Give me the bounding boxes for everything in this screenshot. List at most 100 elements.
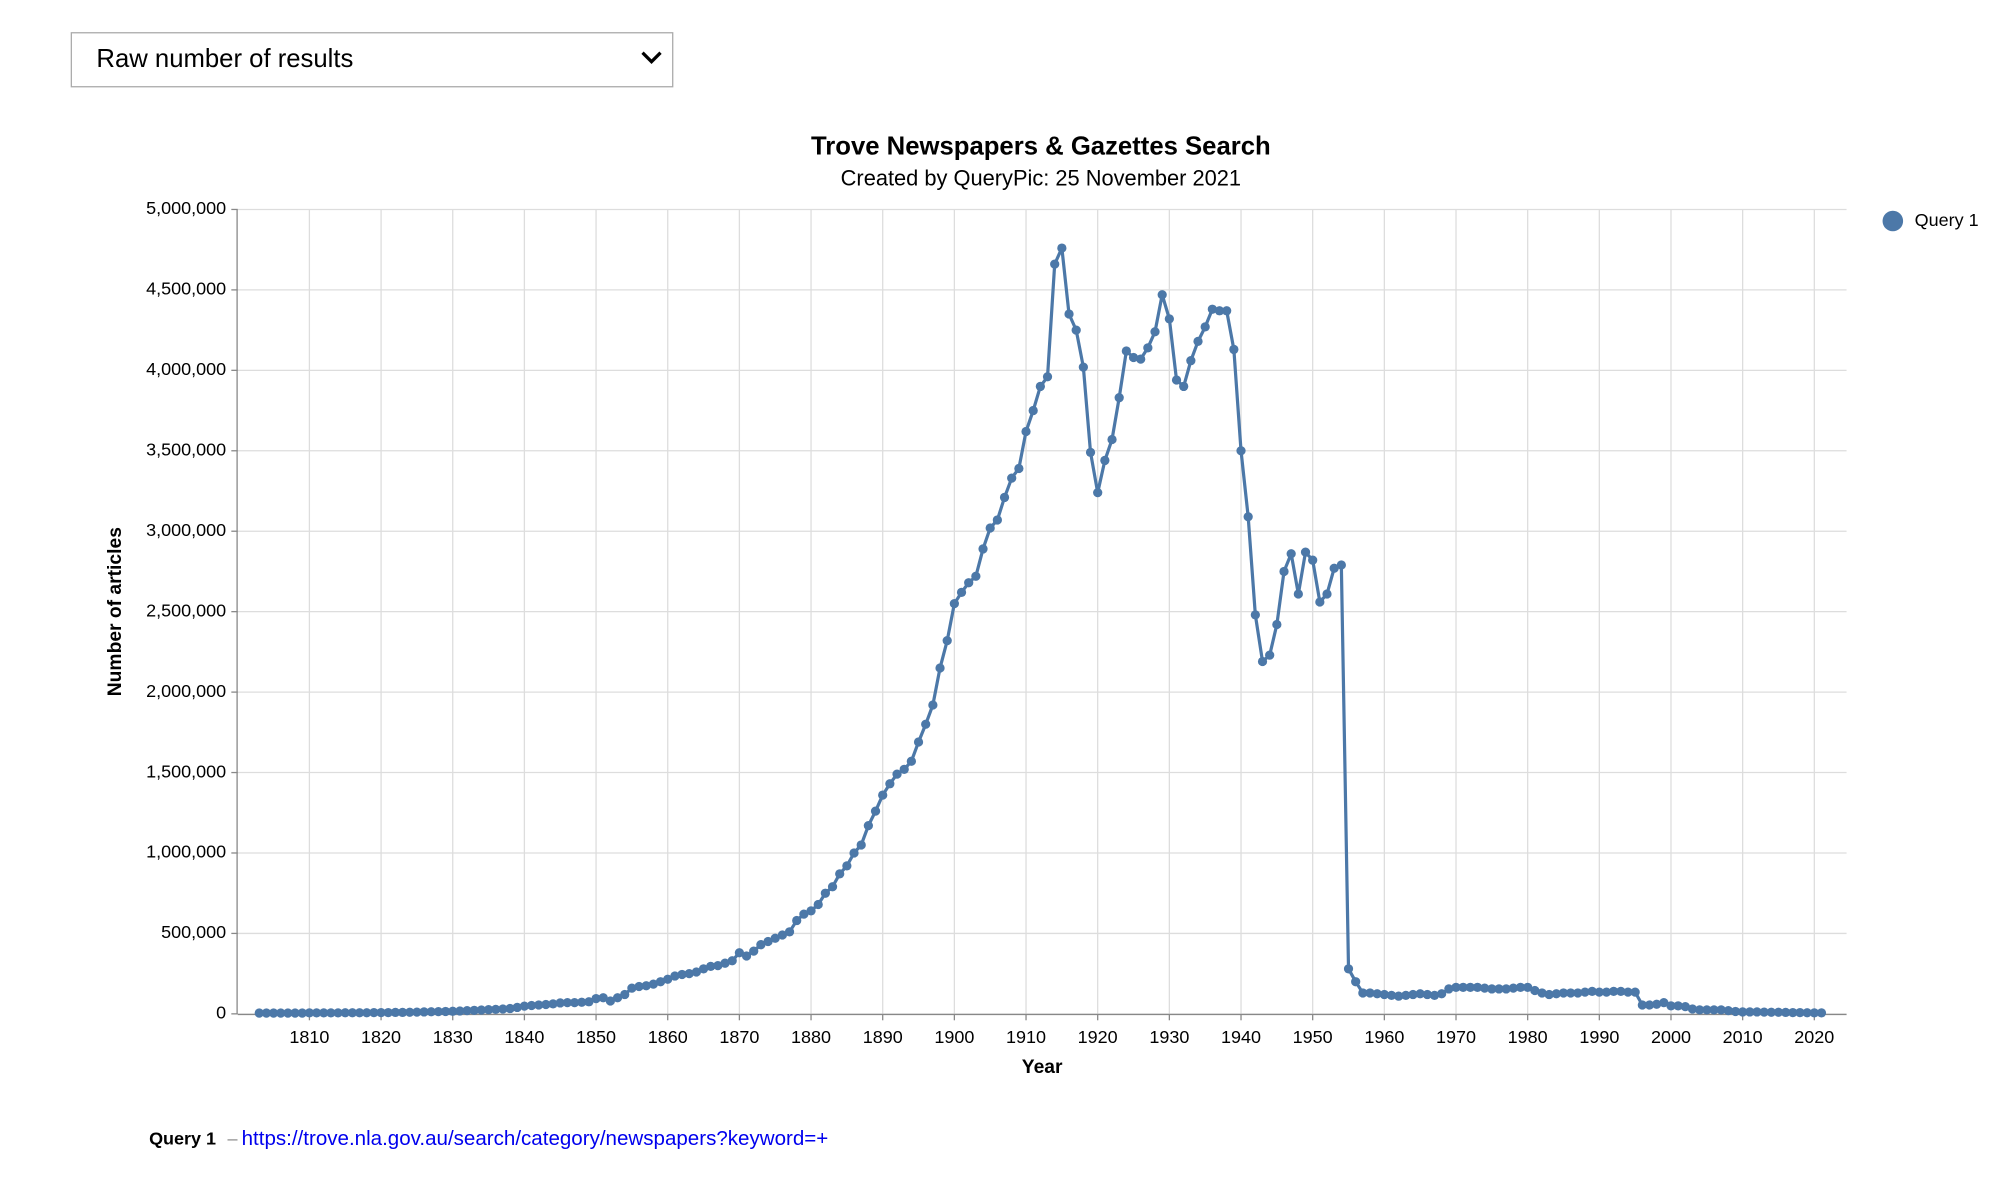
data-point (1781, 1007, 1791, 1018)
data-point (1738, 1007, 1748, 1017)
data-point (1236, 446, 1246, 456)
data-point (319, 1008, 329, 1018)
series-line (259, 246, 1822, 1015)
data-point (1229, 344, 1239, 355)
data-point (627, 983, 637, 993)
footer-query: Query 1 (149, 1129, 216, 1149)
dropdown[interactable]: Raw number of results (70, 32, 674, 88)
data-point (412, 1007, 422, 1017)
data-point (598, 993, 608, 1003)
data-point (1186, 356, 1196, 366)
data-point (383, 1007, 393, 1018)
data-point (1351, 977, 1361, 987)
data-point (1680, 1002, 1690, 1012)
data-point (1487, 984, 1497, 994)
data-point (1444, 984, 1454, 994)
data-point (1437, 989, 1447, 999)
data-point (1809, 1008, 1819, 1018)
data-point (1730, 1006, 1741, 1017)
data-point (1515, 982, 1526, 992)
data-point (1788, 1007, 1798, 1018)
data-point (749, 946, 759, 956)
data-point (347, 1008, 358, 1018)
x-tick-label: 1900 (934, 1027, 974, 1047)
x-tick-label: 1910 (1006, 1027, 1046, 1047)
dropdown-label[interactable]: Raw number of results (96, 45, 353, 73)
data-point (283, 1008, 293, 1018)
data-point (1343, 964, 1354, 974)
data-point (1472, 982, 1483, 992)
data-point (648, 979, 659, 989)
data-point (1394, 991, 1404, 1001)
data-point (1050, 259, 1060, 269)
data-point (1093, 487, 1103, 498)
data-point (763, 936, 773, 947)
data-point (1078, 362, 1088, 372)
y-tick-label: 5,000,000 (146, 198, 226, 218)
data-point (1673, 1001, 1683, 1011)
x-tick-label: 1860 (648, 1027, 688, 1047)
data-point (505, 1003, 515, 1014)
data-point (1100, 455, 1110, 466)
footer-link[interactable]: https://trove.nla.gov.au/search/category… (242, 1127, 829, 1150)
data-point (1250, 610, 1260, 620)
data-point (792, 915, 802, 926)
data-point (1422, 989, 1432, 1000)
data-point (670, 971, 680, 981)
x-tick-label: 1930 (1149, 1027, 1189, 1047)
data-point (1007, 473, 1017, 483)
data-point (1687, 1004, 1698, 1014)
data-point (1465, 982, 1475, 992)
data-point (992, 515, 1002, 525)
data-point (756, 940, 766, 950)
data-point (1816, 1008, 1827, 1018)
data-point (727, 956, 737, 966)
x-tick-label: 1920 (1078, 1027, 1118, 1047)
data-point (569, 997, 580, 1008)
x-tick-label: 1990 (1579, 1027, 1619, 1047)
dropdown-chevron[interactable] (641, 51, 662, 64)
data-point (799, 909, 809, 919)
data-point (698, 964, 709, 974)
data-point (1021, 426, 1031, 437)
chart-title: Trove Newspapers & Gazettes Search (811, 133, 1271, 161)
data-point (913, 737, 924, 747)
data-point (369, 1007, 379, 1018)
data-point (892, 769, 902, 779)
data-point (577, 997, 587, 1007)
data-point (1107, 434, 1117, 445)
data-point (827, 882, 838, 892)
data-point (1802, 1008, 1812, 1018)
data-point (777, 930, 788, 940)
data-point (1795, 1007, 1805, 1018)
data-point (333, 1008, 343, 1018)
data-point (397, 1007, 408, 1018)
data-point (1257, 656, 1268, 667)
data-point (1358, 988, 1368, 998)
data-point (1716, 1005, 1726, 1015)
y-tick-label: 0 (216, 1003, 226, 1023)
data-point (591, 993, 601, 1004)
data-point (1752, 1007, 1762, 1017)
data-point (1064, 309, 1074, 319)
data-point (1042, 372, 1053, 382)
y-axis-title: Number of articles (105, 527, 126, 696)
data-point (1594, 987, 1604, 997)
y-tick-label: 4,500,000 (146, 279, 226, 299)
x-tick-label: 1820 (361, 1027, 401, 1047)
y-tick-label: 500,000 (161, 922, 226, 942)
data-point (999, 492, 1010, 503)
data-point (878, 790, 888, 800)
data-point (1558, 988, 1569, 998)
data-point (1085, 447, 1096, 458)
data-point (1523, 982, 1533, 992)
data-point (856, 840, 866, 850)
dropdown-box[interactable] (70, 32, 674, 88)
data-point (870, 806, 881, 816)
data-point (684, 969, 694, 979)
data-point (1143, 343, 1153, 353)
legend-swatch (1882, 210, 1904, 232)
data-point (1580, 987, 1590, 997)
